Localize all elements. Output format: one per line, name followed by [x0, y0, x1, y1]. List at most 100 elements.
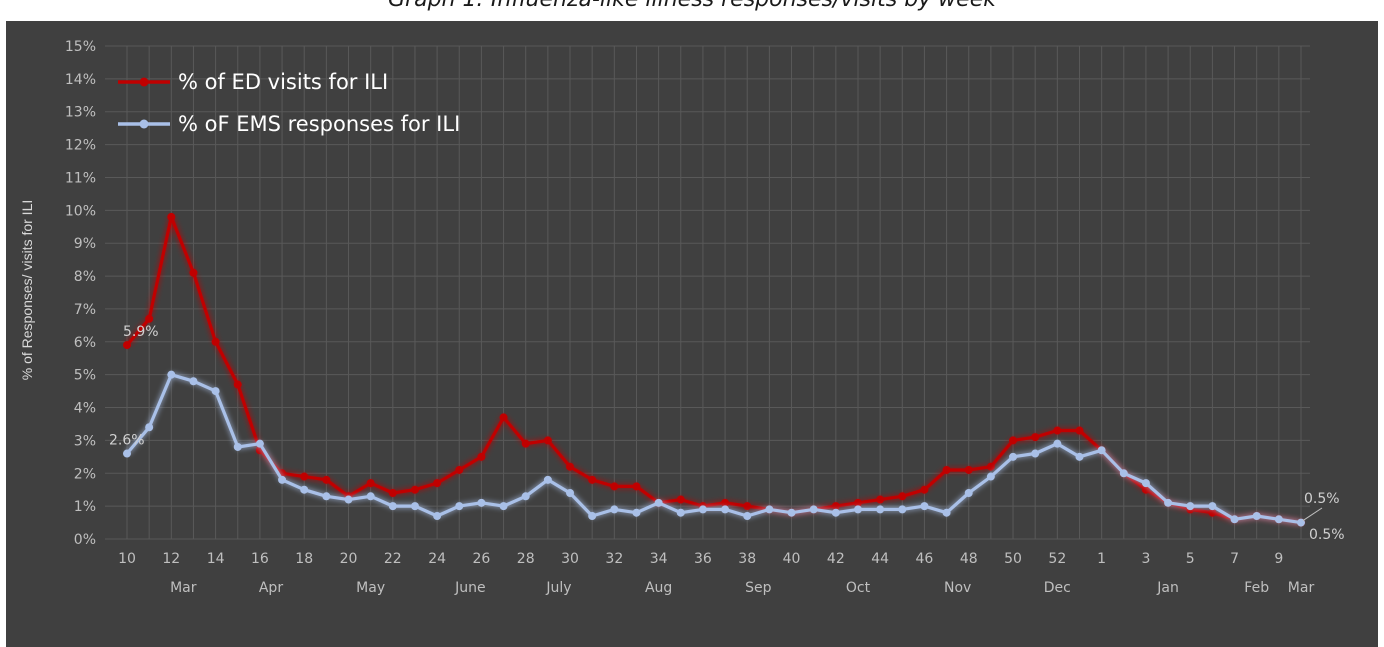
ed-point: [499, 413, 508, 422]
x-tick-label: 30: [561, 551, 579, 567]
x-tick-label: 7: [1230, 551, 1239, 567]
ed-point: [543, 436, 552, 445]
ed-point: [300, 472, 309, 481]
month-label: Dec: [1044, 580, 1071, 596]
y-tick-label: 1%: [74, 499, 96, 515]
ems-point: [543, 475, 552, 484]
ed-point: [410, 485, 419, 494]
ems-point: [676, 508, 685, 517]
ems-point: [145, 423, 154, 432]
ems-point: [410, 502, 419, 511]
x-tick-label: 1: [1097, 551, 1106, 567]
ems-point: [278, 475, 287, 484]
x-tick-label: 42: [827, 551, 845, 567]
ems-point: [1031, 449, 1040, 458]
month-label: May: [356, 580, 385, 596]
x-axis: 10 12 14 16 18 20 22 24 26 28 30 32 34 36 38 40 42 44 46 48…: [118, 551, 1283, 567]
y-tick-label: 3%: [74, 433, 96, 449]
grid-lines: [105, 45, 1310, 540]
y-tick-label: 5%: [74, 368, 96, 384]
ems-point: [1274, 515, 1283, 524]
x-tick-label: 18: [295, 551, 313, 567]
ems-point: [876, 505, 885, 514]
ed-point: [1208, 508, 1217, 517]
ems-last-label: 0.5%: [1309, 527, 1345, 543]
x-tick-label: 52: [1048, 551, 1066, 567]
y-tick-label: 2%: [74, 466, 96, 482]
chart-title-text: Graph 1: Influenza-like illness response…: [388, 0, 996, 12]
ems-point: [1119, 469, 1128, 478]
ems-point: [255, 439, 264, 448]
ems-point: [167, 370, 176, 379]
x-tick-label: 48: [960, 551, 978, 567]
ems-point: [1009, 452, 1018, 461]
ems-point: [898, 505, 907, 514]
ed-point: [876, 495, 885, 504]
legend-label: % of ED visits for ILI: [178, 70, 388, 94]
x-tick-label: 14: [207, 551, 225, 567]
month-label: July: [545, 580, 571, 596]
series-ems-responses: [123, 370, 1305, 527]
series-group: [123, 212, 1305, 527]
ed-point: [433, 479, 442, 488]
y-tick-label: 4%: [74, 401, 96, 417]
y-tick-label: 13%: [65, 105, 96, 121]
y-tick-label: 6%: [74, 335, 96, 351]
x-tick-label: 34: [650, 551, 668, 567]
ed-point: [588, 475, 597, 484]
ems-point: [765, 505, 774, 514]
ems-point: [698, 505, 707, 514]
ems-point: [211, 387, 220, 396]
ed-point: [1075, 426, 1084, 435]
ems-point: [632, 508, 641, 517]
month-label: June: [454, 580, 486, 596]
x-tick-label: 9: [1274, 551, 1283, 567]
ems-first-label: 2.6%: [109, 433, 145, 449]
month-label: Oct: [846, 580, 871, 596]
ems-point: [831, 508, 840, 517]
x-tick-label: 24: [428, 551, 446, 567]
ems-point: [986, 472, 995, 481]
ems-point: [920, 502, 929, 511]
x-tick-label: 32: [605, 551, 623, 567]
ems-point: [1186, 502, 1195, 511]
ems-point: [588, 511, 597, 520]
ed-point: [123, 341, 131, 350]
legend-item-ed: % of ED visits for ILI: [118, 70, 388, 94]
ed-point: [211, 337, 220, 346]
data-labels: 5.9% 2.6% 0.5% 0.5%: [109, 324, 1345, 543]
ems-point: [123, 449, 131, 458]
ed-point: [676, 495, 685, 504]
ems-point: [1252, 511, 1261, 520]
ems-point: [322, 492, 331, 501]
ed-point: [1053, 426, 1062, 435]
legend-item-ems: % oF EMS responses for ILI: [118, 112, 460, 136]
ed-point: [521, 439, 530, 448]
ems-point: [366, 492, 375, 501]
ems-point: [344, 495, 353, 504]
ems-point: [654, 498, 663, 507]
month-label: Jan: [1156, 580, 1179, 596]
ems-point: [964, 488, 973, 497]
ed-point: [566, 462, 575, 471]
legend-label: % oF EMS responses for ILI: [178, 112, 460, 136]
ed-point: [322, 475, 331, 484]
ems-point: [853, 505, 862, 514]
ed-point: [1009, 436, 1018, 445]
ed-point: [920, 485, 929, 494]
x-tick-label: 40: [783, 551, 801, 567]
ed-point: [610, 482, 619, 491]
ems-point: [433, 511, 442, 520]
y-tick-label: 14%: [65, 72, 96, 88]
month-axis: Mar Apr May June July Aug Sep Oct Nov Dec Jan Feb Ma…: [170, 580, 1314, 596]
y-tick-label: 11%: [65, 170, 96, 186]
y-axis-label: % of Responses/ visits for ILI: [19, 200, 35, 381]
ems-point: [1097, 446, 1106, 455]
month-label: Mar: [1288, 580, 1315, 596]
ems-point: [388, 502, 397, 511]
y-tick-label: 0%: [74, 532, 96, 548]
month-label: Aug: [645, 580, 672, 596]
month-label: Sep: [745, 580, 772, 596]
y-axis: 0% 1% 2% 3% 4% 5% 6% 7% 8% 9% 10% 11% 12% 13% 14% 15%: [65, 39, 96, 548]
